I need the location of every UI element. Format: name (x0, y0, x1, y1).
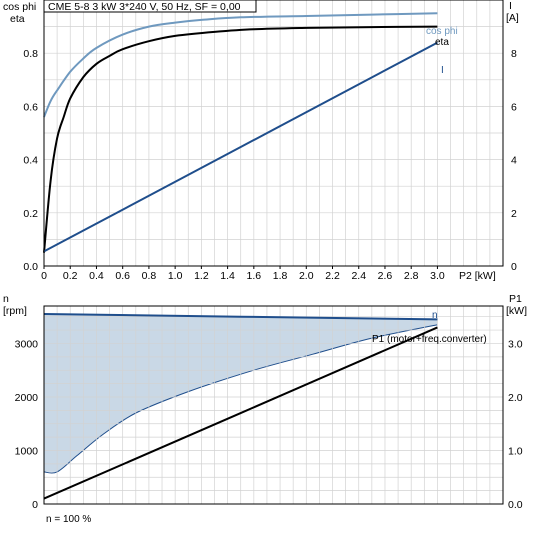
top-x-tick-label: 0.4 (89, 270, 104, 282)
top-x-tick-label: 1.4 (220, 270, 235, 282)
top-right-tick-labels: 0 2 4 6 8 (511, 48, 517, 273)
top-right-axis-label-line1: I (509, 0, 512, 12)
top-x-tick-label: 2.4 (351, 270, 366, 282)
top-x-tick-label: 2.0 (299, 270, 314, 282)
bottom-right-axis-label-line2: [kW] (506, 305, 527, 317)
current-series-label: I (441, 65, 444, 76)
top-x-tick-label: 0.6 (115, 270, 130, 282)
top-left-tick-label: 0.0 (23, 261, 38, 273)
top-left-axis-label-line2: eta (10, 13, 25, 25)
chart-title: CME 5-8 3 kW 3*240 V, 50 Hz, SF = 0,00 (48, 1, 241, 13)
top-chart-frame (43, 0, 504, 267)
top-right-tick-label: 4 (511, 155, 517, 167)
bottom-left-axis-label-line2: [rpm] (3, 305, 27, 317)
top-right-axis-label-line2: [A] (506, 12, 519, 24)
speed-range-fill (43, 314, 438, 474)
eta-curve (43, 25, 438, 253)
bottom-left-tick-label: 1000 (15, 445, 39, 457)
top-x-tick-label: 0 (41, 270, 47, 282)
top-left-tick-labels: 0.0 0.2 0.4 0.6 0.8 (23, 48, 38, 273)
chart-title-box (43, 0, 257, 13)
top-x-axis-label: P2 [kW] (459, 270, 496, 282)
speed-curve (43, 313, 438, 321)
bottom-right-tick-label: 2.0 (508, 392, 523, 404)
p1-series-label: P1 (motor+freq.converter) (372, 334, 487, 345)
bottom-left-tick-label: 0 (32, 499, 38, 511)
eta-series-label: eta (435, 37, 449, 48)
top-x-tick-label: 0.2 (63, 270, 78, 282)
top-x-tick-label: 1.8 (273, 270, 288, 282)
top-right-tick-label: 0 (511, 261, 517, 273)
top-x-tick-label: 1.6 (247, 270, 262, 282)
bottom-right-axis-label-line1: P1 (509, 293, 522, 305)
speed-range-lower-edge (43, 324, 438, 474)
top-x-tick-label: 3.0 (430, 270, 445, 282)
bottom-left-tick-labels: 0 1000 2000 3000 (15, 338, 39, 511)
bottom-right-tick-labels: 0.0 1.0 2.0 3.0 (508, 338, 523, 511)
bottom-right-tick-label: 3.0 (508, 338, 523, 350)
bottom-chart-grid (44, 306, 503, 504)
top-x-tick-label: 2.2 (325, 270, 340, 282)
cos-phi-curve (43, 12, 438, 118)
top-x-tick-label: 1.0 (168, 270, 183, 282)
top-left-tick-label: 0.4 (23, 155, 38, 167)
speed-annotation: n = 100 % (46, 514, 91, 525)
top-right-tick-label: 2 (511, 208, 517, 220)
top-x-tick-labels: 0 0.2 0.4 0.6 0.8 1.0 1.2 1.4 1.6 1.8 2.0 2.2 2.4 2.6… (41, 266, 445, 282)
bottom-left-axis-label-line1: n (3, 293, 9, 305)
bottom-chart-series (43, 313, 438, 500)
top-right-tick-label: 8 (511, 48, 517, 60)
top-left-tick-label: 0.6 (23, 101, 38, 113)
bottom-left-tick-label: 2000 (15, 392, 39, 404)
bottom-right-tick-label: 0.0 (508, 499, 523, 511)
top-x-tick-label: 2.8 (404, 270, 419, 282)
top-right-tick-label: 6 (511, 101, 517, 113)
top-left-axis-label-line1: cos phi (3, 1, 36, 13)
speed-series-label: n (432, 310, 438, 321)
top-x-tick-label: 2.6 (378, 270, 393, 282)
bottom-left-tick-label: 3000 (15, 338, 39, 350)
bottom-chart-frame (43, 305, 504, 505)
top-x-tick-label: 0.8 (142, 270, 157, 282)
top-left-tick-label: 0.2 (23, 208, 38, 220)
p1-curve (43, 326, 438, 500)
current-curve (43, 41, 438, 253)
speed-range-area (44, 314, 438, 472)
top-x-tick-label: 1.2 (194, 270, 209, 282)
bottom-right-tick-label: 1.0 (508, 445, 523, 457)
top-chart-series (43, 12, 438, 253)
cos-phi-series-label: cos phi (426, 26, 458, 37)
top-left-tick-label: 0.8 (23, 48, 38, 60)
